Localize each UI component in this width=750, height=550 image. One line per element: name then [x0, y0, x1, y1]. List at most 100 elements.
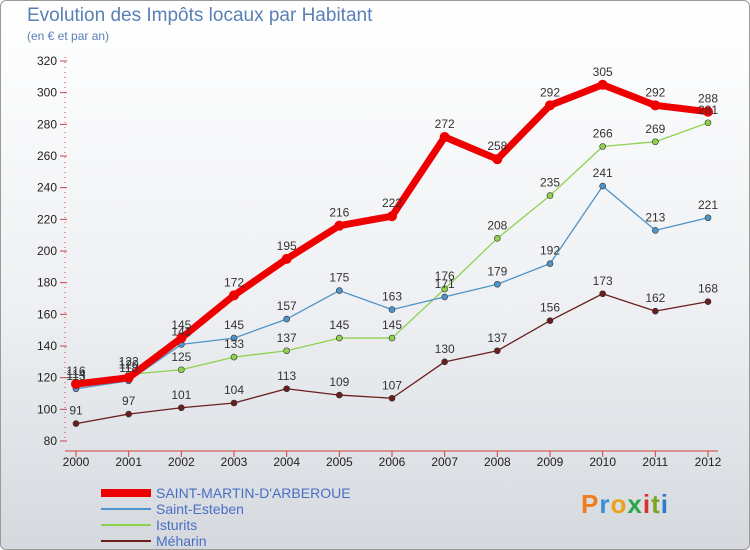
data-point-isturits	[283, 347, 290, 355]
data-point-isturits	[652, 138, 659, 146]
data-label-saint-martin: 145	[171, 318, 191, 332]
data-point-saint-martin	[176, 333, 187, 344]
data-point-isturits	[230, 353, 238, 361]
logo-letter: P	[581, 489, 600, 519]
data-label-saint-martin: 292	[645, 85, 665, 99]
legend-swatch	[101, 489, 151, 497]
data-point-saint-martin	[281, 253, 292, 264]
data-label-saint-martin: 116	[66, 364, 85, 378]
data-point-saint-esteben	[283, 315, 290, 323]
data-label-meharin: 168	[698, 282, 718, 296]
legend-label: Isturits	[156, 517, 198, 533]
data-label-saint-esteben: 192	[540, 244, 560, 258]
data-point-saint-esteben	[494, 280, 501, 288]
data-label-meharin: 107	[382, 378, 402, 392]
data-label-isturits: 122	[119, 355, 139, 369]
legend-label: Saint-Esteben	[156, 501, 244, 517]
data-label-isturits: 208	[487, 218, 507, 232]
data-label-saint-martin: 216	[329, 206, 349, 220]
data-point-meharin	[652, 307, 659, 315]
data-label-isturits: 114	[66, 367, 85, 381]
data-point-saint-martin	[387, 211, 397, 222]
data-label-saint-esteben: 118	[119, 361, 138, 375]
data-label-saint-esteben: 171	[435, 277, 455, 291]
data-point-meharin	[494, 347, 501, 355]
legend-label: Méharin	[156, 533, 207, 549]
data-label-meharin: 104	[224, 383, 244, 397]
data-point-saint-esteben	[652, 227, 659, 234]
logo-letter: x	[627, 489, 643, 519]
legend-swatch	[101, 540, 151, 542]
data-label-saint-esteben: 175	[329, 271, 349, 285]
x-tick-label: 2008	[484, 455, 511, 469]
data-label-saint-esteben: 179	[487, 264, 507, 278]
data-point-isturits	[336, 334, 343, 342]
data-point-saint-martin	[703, 106, 713, 117]
data-point-isturits	[388, 334, 396, 342]
data-label-isturits: 266	[593, 127, 613, 141]
data-point-saint-esteben	[546, 260, 554, 267]
data-label-saint-esteben: 141	[171, 324, 191, 338]
data-point-saint-martin	[597, 79, 608, 90]
y-tick-label: 100	[37, 402, 57, 416]
data-label-saint-esteben: 113	[66, 369, 85, 383]
data-point-saint-martin	[334, 220, 345, 231]
y-tick-label: 120	[37, 371, 57, 385]
y-tick-label: 140	[37, 339, 57, 353]
data-point-saint-martin	[439, 132, 450, 142]
data-point-saint-martin	[492, 154, 503, 165]
data-label-isturits: 235	[540, 176, 560, 190]
data-label-saint-martin: 305	[593, 65, 613, 79]
legend-swatch	[101, 508, 151, 510]
data-point-isturits	[704, 119, 712, 127]
data-point-meharin	[546, 317, 554, 324]
x-tick-label: 2003	[221, 455, 248, 469]
data-label-saint-martin: 172	[224, 275, 244, 289]
data-label-saint-martin: 120	[119, 358, 139, 372]
y-tick-label: 180	[37, 276, 57, 290]
legend-swatch	[101, 524, 151, 526]
data-label-saint-esteben: 241	[593, 166, 613, 180]
x-tick-label: 2002	[168, 455, 195, 469]
data-point-isturits	[599, 143, 606, 150]
data-label-saint-esteben: 213	[645, 210, 665, 224]
data-point-meharin	[230, 399, 238, 407]
x-tick-label: 2005	[326, 455, 353, 469]
y-tick-label: 240	[37, 181, 57, 195]
proxiti-logo: Proxiti	[581, 489, 669, 520]
data-label-meharin: 162	[645, 291, 665, 305]
data-point-meharin	[336, 391, 343, 399]
data-label-isturits: 281	[698, 103, 718, 117]
data-label-saint-esteben: 145	[224, 318, 244, 332]
data-point-saint-esteben	[388, 306, 396, 313]
data-point-meharin	[72, 420, 80, 427]
x-tick-label: 2001	[115, 455, 142, 469]
data-point-isturits	[178, 366, 185, 374]
data-label-saint-martin: 292	[540, 85, 560, 99]
data-point-saint-martin	[123, 372, 134, 383]
data-label-saint-esteben: 221	[698, 198, 718, 212]
x-tick-label: 2009	[537, 455, 564, 469]
data-point-saint-esteben	[441, 293, 448, 301]
data-point-saint-martin	[650, 100, 661, 111]
data-label-meharin: 97	[122, 394, 136, 408]
data-point-saint-martin	[71, 379, 81, 389]
data-point-meharin	[388, 394, 396, 402]
y-tick-label: 280	[37, 117, 57, 131]
data-label-meharin: 173	[593, 274, 613, 288]
data-point-meharin	[125, 410, 132, 418]
logo-letter: t	[651, 489, 661, 519]
data-label-meharin: 137	[487, 331, 507, 345]
data-label-saint-martin: 288	[698, 92, 718, 106]
y-tick-label: 80	[44, 434, 58, 448]
logo-letter: i	[642, 489, 652, 519]
data-point-meharin	[704, 298, 712, 305]
data-label-meharin: 113	[277, 369, 296, 383]
data-label-isturits: 145	[329, 318, 349, 332]
y-tick-label: 160	[37, 307, 57, 321]
data-label-isturits: 269	[645, 122, 665, 136]
data-label-saint-martin: 222	[382, 196, 402, 210]
logo-letter: r	[599, 489, 611, 519]
data-label-meharin: 109	[329, 375, 349, 389]
